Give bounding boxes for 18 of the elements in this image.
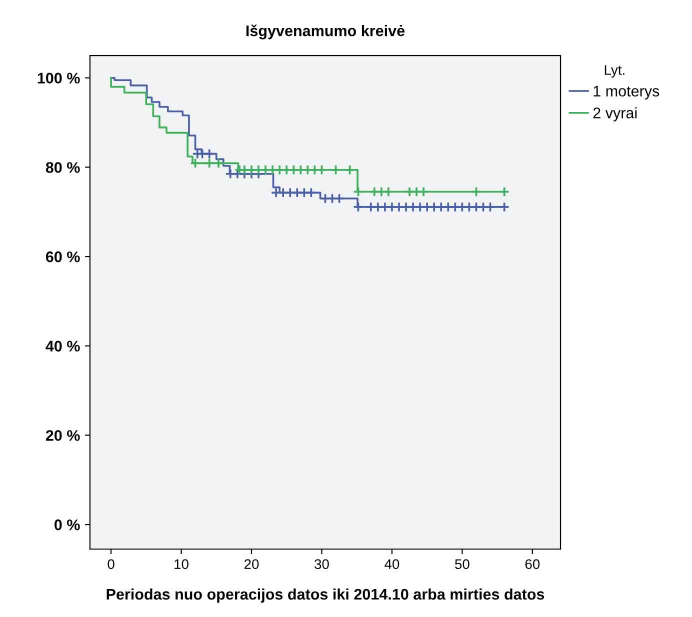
y-tick-label: 80 %: [46, 162, 80, 173]
x-tick-label: 10: [174, 559, 188, 570]
legend-title: Lyt.: [604, 65, 624, 78]
y-tick-label: 20 %: [46, 430, 80, 441]
chart-title: Išgyvenamumo kreivė: [246, 24, 405, 40]
y-tick-label: 60 %: [46, 251, 80, 262]
y-tick-label: 40 %: [46, 340, 80, 352]
y-tick-label: 100 %: [38, 72, 80, 84]
x-tick-label: 30: [314, 559, 329, 570]
legend-label: 1 moterys: [594, 86, 660, 100]
legend-label: 2 vyrai: [593, 107, 637, 122]
x-tick-label: 0: [108, 559, 114, 570]
x-tick-label: 40: [384, 559, 400, 570]
y-tick-label: 0 %: [54, 519, 80, 530]
x-tick-label: 20: [244, 559, 259, 570]
x-tick-label: 50: [455, 559, 470, 570]
x-tick-label: 60: [525, 559, 540, 570]
x-axis-title: Periodas nuo operacijos datos iki 2014.10 arba mirties datos: [106, 588, 544, 603]
